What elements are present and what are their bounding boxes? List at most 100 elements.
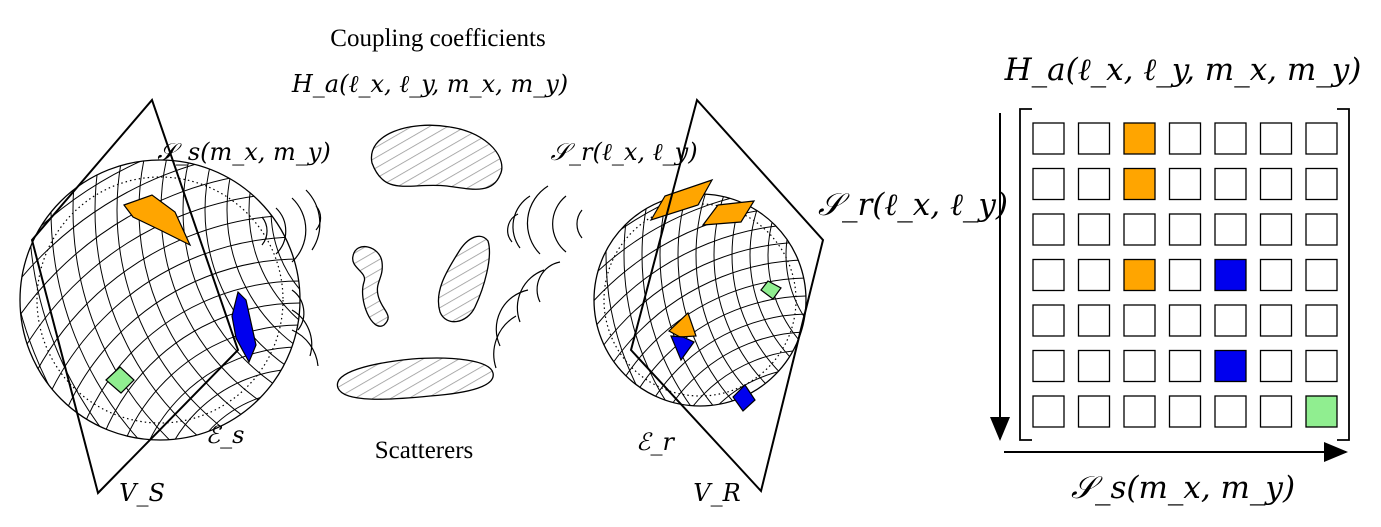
matrix-cell [1032,213,1065,246]
matrix-cell [1305,167,1338,201]
matrix-cell [1032,349,1065,383]
source-orange-patch [123,194,192,247]
matrix-cell [1123,304,1156,337]
receive-grid-lines [594,194,806,406]
receive-ellipse-label: ℰ_r [636,428,676,456]
coupling-function-label: H_a(ℓ_x, ℓ_y, m_x, m_y) [291,70,568,98]
grid-arc-a-arc [248,160,300,357]
receive-green-patch [760,280,782,300]
matrix-cell [1168,349,1202,383]
matrix-cell [1168,122,1202,155]
matrix-cell [1305,122,1338,155]
source-aperture-circle [19,159,301,441]
grid-arc-a-arc [204,160,300,401]
matrix-cell [1259,122,1293,155]
grid-arc-a-arc [749,194,806,406]
matrix-cell [1077,349,1111,383]
matrix-cell [1032,304,1065,337]
grid-arc-a-arc [731,194,806,406]
matrix-cell [1259,304,1293,337]
diagram-title: Coupling coefficients [330,25,545,52]
coupling-matrix [1032,122,1338,428]
grid-arc-b-arc [594,277,806,406]
grid-arc-a-arc [182,160,300,423]
grid-arc-a-arc [713,194,806,406]
matrix-cell [1123,213,1156,246]
matrix-col-axis-label: 𝒮_s(m_x, m_y) [1071,470,1295,506]
grid-arc-a-arc [270,160,300,335]
grid-arc-b-arc [594,259,806,406]
matrix-cell [1168,167,1202,201]
grid-arc-b-arc [594,194,806,406]
scatterer-2 [352,246,389,327]
source-green-patch [105,366,135,394]
matrix-cell [1032,258,1065,292]
matrix-cell [1123,395,1156,428]
scatterers-label: Scatterers [375,437,474,464]
grid-arc-a-arc [72,160,300,440]
source-ellipse-label: ℰ_s [206,421,245,449]
source-basis-label: 𝒮_s(m_x, m_y) [157,138,331,166]
matrix-cell [1077,213,1111,246]
grid-arc-a-arc [695,194,806,406]
grid-arc-a-arc [659,194,806,406]
matrix-cell [1123,258,1156,292]
grid-arc-a-arc [677,194,806,406]
grid-arc-b-arc [594,241,806,406]
matrix-cell [1305,395,1338,428]
matrix-row-axis-label: 𝒮_r(ℓ_x, ℓ_y) [818,187,1008,223]
scatterer-3 [437,235,491,323]
matrix-left-bracket [1019,108,1032,441]
scatterer-1 [370,124,503,190]
receive-basis-label: 𝒮_r(ℓ_x, ℓ_y) [550,138,697,166]
matrix-cell [1259,349,1293,383]
matrix-cell [1032,122,1065,155]
matrix-cell [1168,395,1202,428]
receive-orange-patch-2 [701,200,756,226]
matrix-cell [1214,304,1247,337]
grid-arc-a-arc [767,194,806,388]
receive-orange-patch-3 [667,311,697,338]
matrix-cell [1305,304,1338,337]
matrix-cell [1214,395,1247,428]
grid-arc-b-arc [20,160,300,440]
grid-arc-a-arc [226,160,300,379]
matrix-cell [1305,213,1338,246]
receive-grid [593,193,807,407]
matrix-cell [1032,167,1065,201]
matrix-cell [1123,122,1156,155]
matrix-cell [1032,395,1065,428]
matrix-cell [1214,258,1247,292]
source-blue-patch [231,290,257,364]
matrix-cell [1077,304,1111,337]
matrix-cell [1077,167,1111,201]
matrix-cell [1305,349,1338,383]
matrix-cell [1259,395,1293,428]
receive-blue-patch-1 [670,335,695,362]
grid-arc-b-arc [20,170,300,440]
matrix-cell [1259,258,1293,292]
grid-arc-b-arc [21,236,300,440]
receive-orange-patch-1 [649,178,714,222]
wave-arcs [261,185,583,369]
grid-arc-a-arc [623,194,806,406]
matrix-cell [1214,349,1247,383]
matrix-cell [1168,213,1202,246]
matrix-cell [1168,304,1202,337]
receive-volume-label: V_R [693,479,740,507]
scatterer-4 [336,357,494,400]
matrix-cell [1077,258,1111,292]
grid-arc-b-arc [713,403,806,406]
grid-arc-a-arc [641,194,806,406]
grid-arc-a-arc [605,194,806,406]
matrix-cell [1077,122,1111,155]
matrix-title: H_a(ℓ_x, ℓ_y, m_x, m_y) [1004,52,1362,88]
grid-arc-b-arc [109,324,300,440]
matrix-cell [1214,213,1247,246]
matrix-cell [1214,167,1247,201]
receive-blue-patch-2 [732,384,756,412]
grid-arc-b-arc [594,223,806,406]
matrix-cell [1259,213,1293,246]
grid-arc-a-arc [785,194,806,370]
